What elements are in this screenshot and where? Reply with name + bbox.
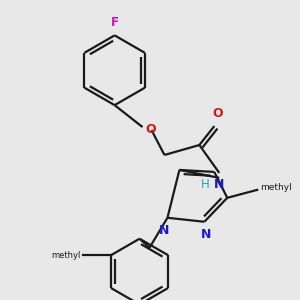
Text: O: O	[212, 107, 223, 120]
Text: H: H	[201, 178, 209, 191]
Text: F: F	[111, 16, 119, 29]
Text: N: N	[214, 178, 224, 191]
Text: N: N	[201, 228, 211, 241]
Text: methyl: methyl	[260, 183, 292, 192]
Text: N: N	[159, 224, 170, 237]
Text: methyl: methyl	[51, 251, 80, 260]
Text: O: O	[146, 123, 156, 136]
